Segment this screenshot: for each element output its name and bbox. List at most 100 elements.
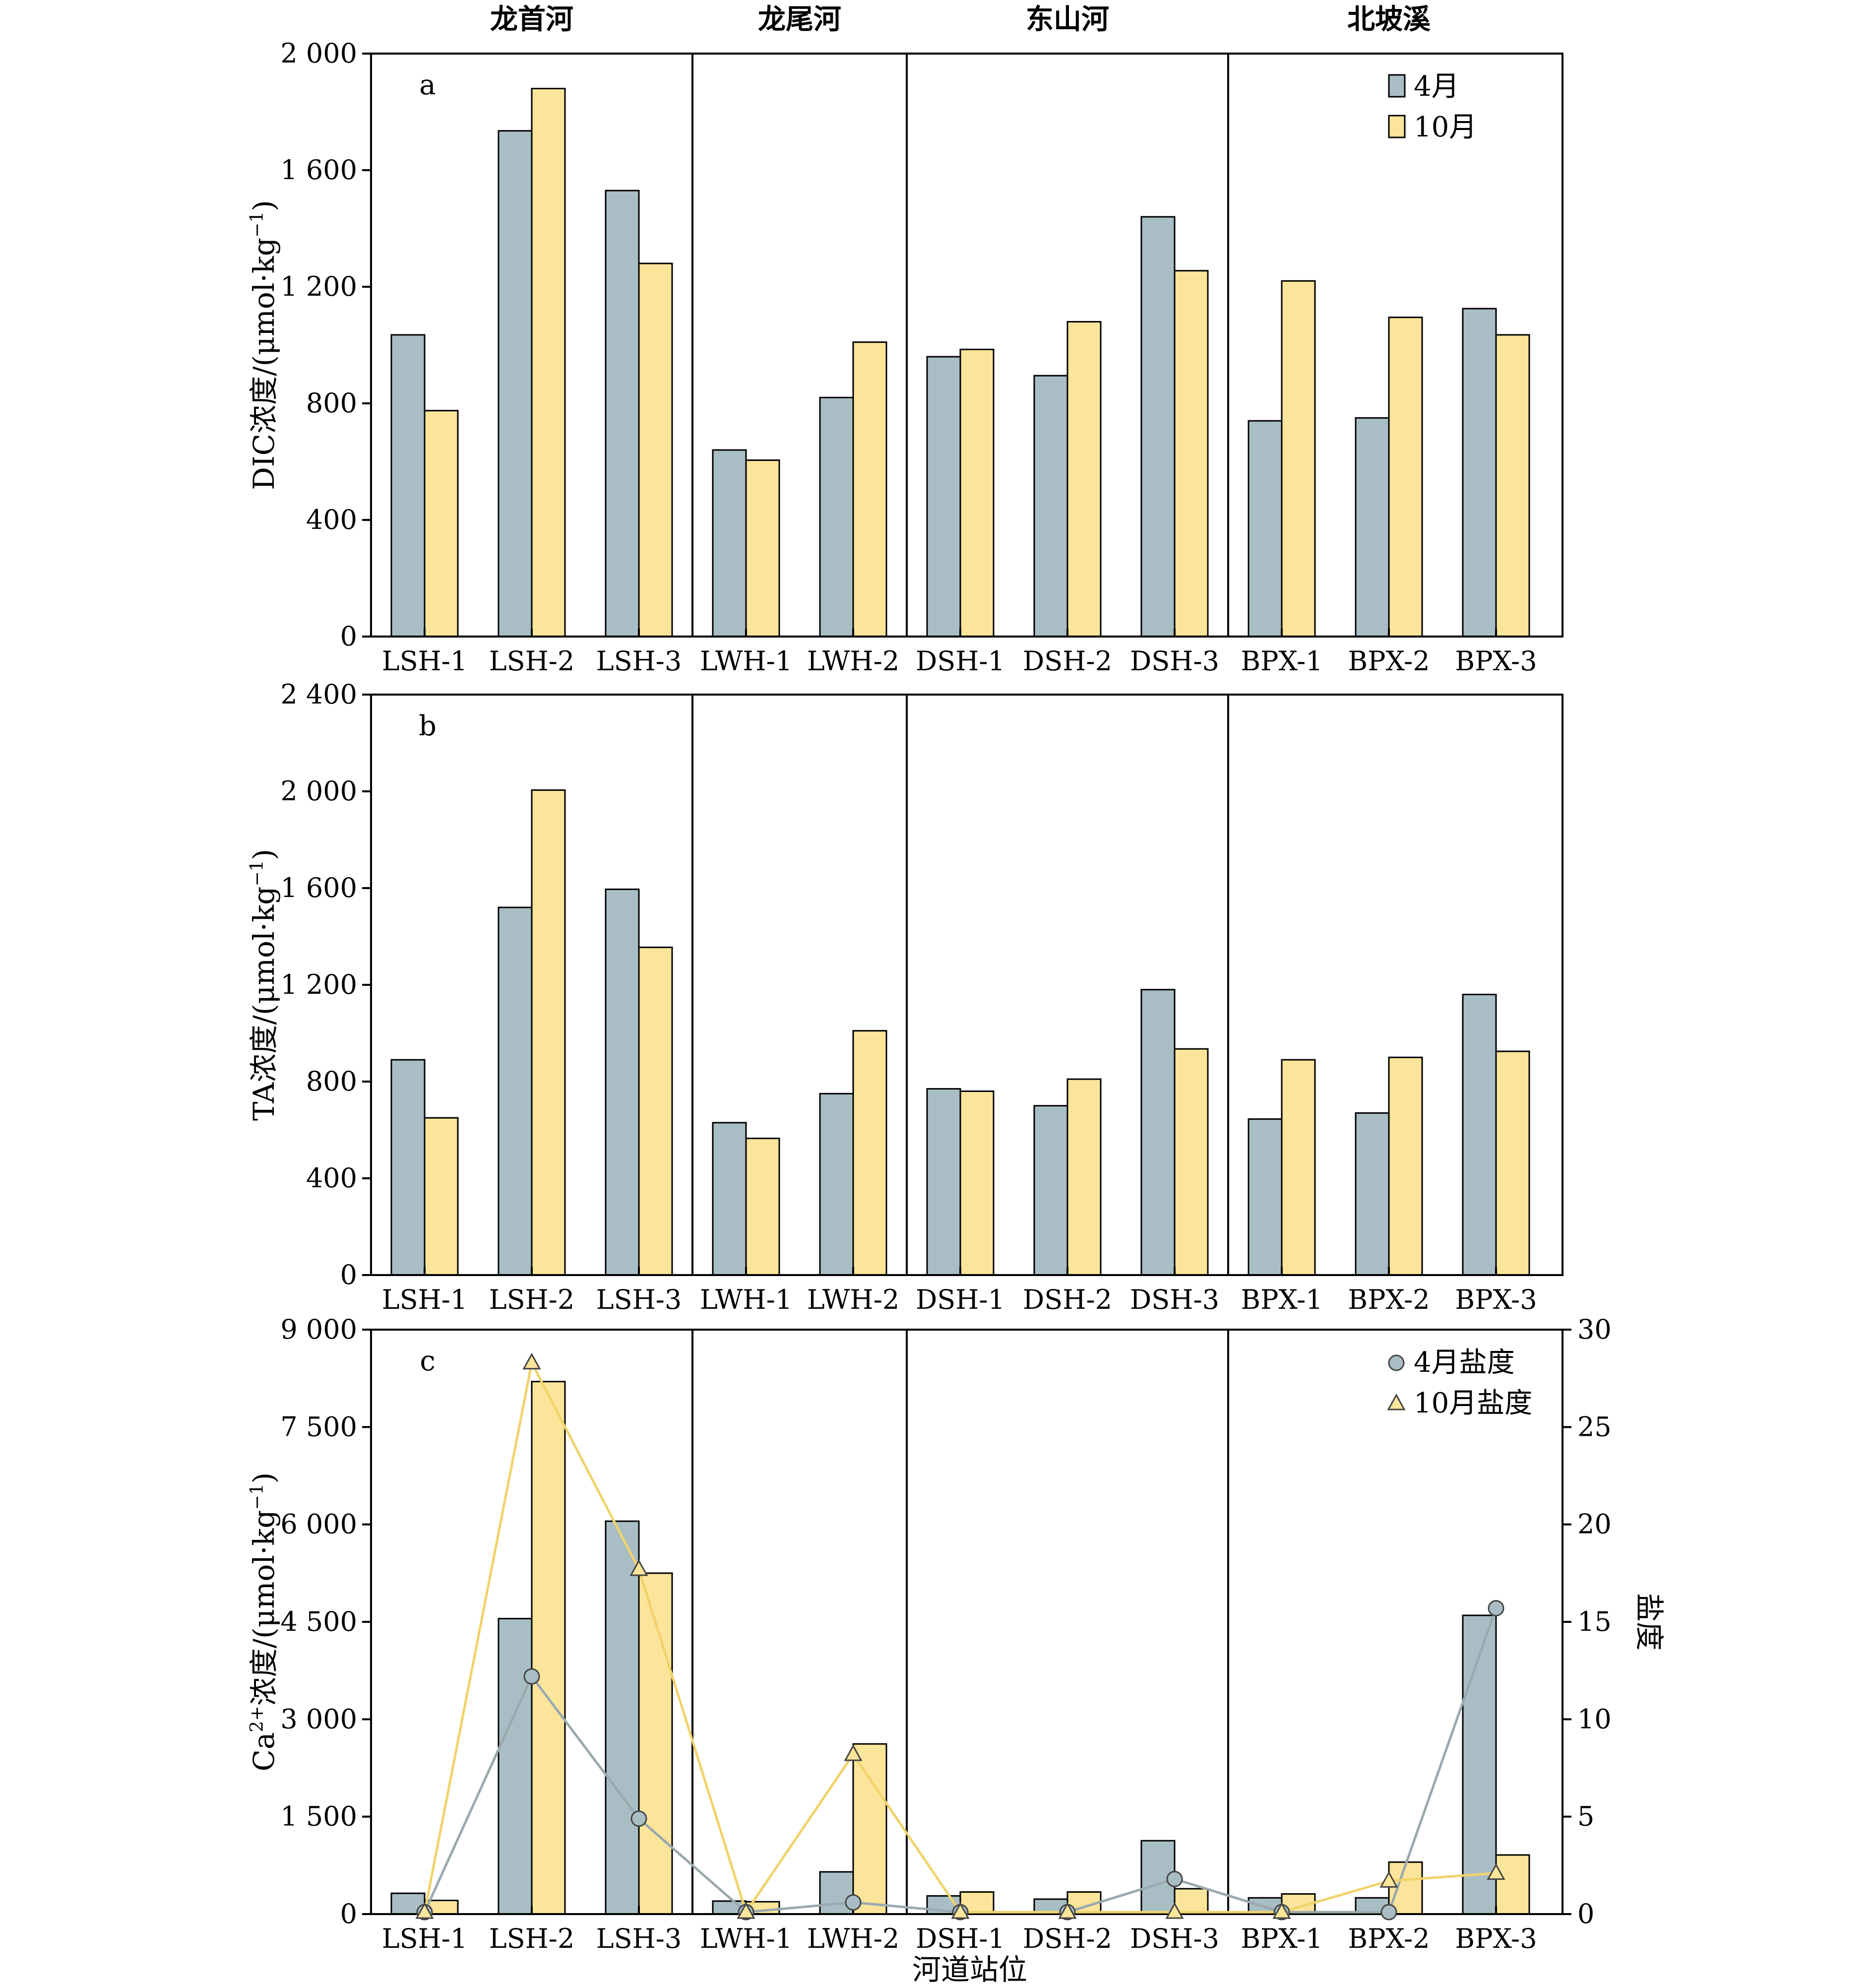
bar-b-s0-DSH-2: [1033, 1105, 1068, 1276]
y2-tick-label-3: 15: [1577, 1606, 1612, 1637]
x-tick-label-b-LWH-1: LWH-1: [700, 1284, 792, 1315]
salinity-line-0: [423, 1607, 1498, 1914]
bar-a-s1-LSH-3: [638, 262, 673, 638]
group-label-0: 龙首河: [490, 3, 573, 36]
y-tick-label-b-4: 1 600: [280, 872, 357, 903]
y-title-part: Ca: [247, 1732, 281, 1771]
legend-label-1: 10月盐度: [1414, 1387, 1532, 1419]
panel-letter-c: c: [420, 1345, 435, 1377]
bar-b-s0-LSH-1: [390, 1059, 426, 1276]
bar-a-s0-LWH-1: [712, 449, 747, 638]
panel-b-ta: 0 400 800 1 200 1 600 2 000 2 400 LSH-1 LSH-2 LSH…: [247, 679, 1563, 1315]
x-tick-label-b-LWH-2: LWH-2: [807, 1284, 899, 1315]
bar-b-s1-DSH-1: [959, 1090, 995, 1276]
x-tick-label-b-BPX-2: BPX-2: [1348, 1284, 1430, 1315]
x-tick-label-a-LSH-2: LSH-2: [489, 645, 575, 677]
bar-c-s0-LSH-3: [605, 1520, 640, 1915]
x-tick-label-a-LSH-3: LSH-3: [596, 645, 682, 677]
salinity-line-1: [423, 1359, 1497, 1915]
x-tick-label-b-BPX-3: BPX-3: [1455, 1284, 1537, 1315]
y-title-sup: −1: [247, 1483, 267, 1510]
y2-tick-label-0: 0: [1577, 1898, 1594, 1929]
x-tick-label-a-LWH-1: LWH-1: [700, 645, 792, 677]
bar-c-s0-LSH-2: [498, 1617, 533, 1915]
x-tick-label-c-LSH-2: LSH-2: [489, 1923, 575, 1954]
y-title-part: ): [247, 1473, 281, 1484]
salinity-point-apr-LWH-2: [845, 1894, 862, 1911]
bar-a-s1-DSH-1: [959, 348, 995, 638]
bar-a-s1-LSH-2: [531, 88, 566, 638]
y-tick-label-c-0: 0: [340, 1898, 357, 1929]
salinity-point-apr-DSH-3: [1166, 1870, 1183, 1887]
y-tick-label-b-5: 2 000: [280, 775, 357, 807]
bar-a-s1-LWH-1: [745, 459, 780, 638]
bar-b-s1-LWH-2: [852, 1030, 887, 1276]
x-tick-label-a-DSH-3: DSH-3: [1130, 645, 1219, 677]
bar-b-s1-LSH-1: [424, 1117, 459, 1276]
x-tick-label-a-BPX-2: BPX-2: [1348, 645, 1430, 677]
bar-a-s1-DSH-3: [1174, 270, 1209, 638]
y-title-part: ): [247, 200, 281, 211]
bar-b-s0-BPX-1: [1248, 1118, 1283, 1276]
bar-a-s1-BPX-1: [1281, 280, 1316, 638]
legend-label-0: 4月: [1414, 70, 1459, 103]
bar-b-s1-DSH-2: [1066, 1078, 1102, 1276]
bar-b-s0-LWH-1: [712, 1122, 747, 1276]
y-tick-label-c-2: 3 000: [280, 1703, 357, 1734]
x-tick-label-a-DSH-2: DSH-2: [1023, 645, 1112, 677]
y-tick-label-c-6: 9 000: [280, 1314, 357, 1345]
salinity-point-apr-BPX-2: [1380, 1904, 1397, 1921]
y-tick-label-b-3: 1 200: [280, 969, 357, 1000]
bar-a-s1-LSH-1: [424, 410, 459, 638]
x-tick-label-c-BPX-2: BPX-2: [1348, 1923, 1430, 1954]
y-axis-title-c: Ca2+浓度/(μmol·kg−1): [247, 1473, 281, 1772]
y-tick-label-b-1: 400: [306, 1162, 357, 1194]
y2-tick-label-2: 10: [1577, 1703, 1612, 1734]
bar-c-s1-DSH-3: [1174, 1888, 1209, 1915]
bar-b-s1-BPX-1: [1281, 1059, 1316, 1276]
bar-c-s0-BPX-3: [1462, 1614, 1497, 1915]
bar-a-s1-LWH-2: [852, 341, 887, 638]
bar-b-s1-LWH-1: [745, 1138, 780, 1276]
bar-a-s0-DSH-2: [1033, 375, 1068, 638]
x-tick-label-c-BPX-1: BPX-1: [1241, 1923, 1322, 1954]
x-tick-label-a-LSH-1: LSH-1: [382, 645, 468, 677]
y2-axis-title: 盐度: [1632, 1593, 1666, 1651]
y-title-sup: −1: [247, 211, 267, 238]
x-tick-label-a-DSH-1: DSH-1: [916, 645, 1005, 677]
panel-a-dic: 0 400 800 1 200 1 600 2 000 LSH-1 LSH-2 LSH-3 LWH…: [247, 38, 1563, 677]
x-axis-title: 河道站位: [912, 1953, 1027, 1987]
x-tick-label-c-LWH-2: LWH-2: [807, 1923, 899, 1954]
bar-a-s0-DSH-1: [926, 356, 961, 638]
bar-b-s0-DSH-1: [926, 1088, 961, 1276]
legend-marker-oct-salinity: [1387, 1393, 1406, 1411]
x-tick-label-b-LSH-3: LSH-3: [596, 1284, 682, 1315]
salinity-point-oct-DSH-2: [1058, 1902, 1077, 1919]
bar-a-s0-LSH-3: [605, 190, 640, 638]
panel-letter-b: b: [419, 710, 437, 742]
legend-swatch-1: [1388, 115, 1406, 138]
y2-tick-label-4: 20: [1577, 1509, 1612, 1540]
bar-b-s1-BPX-3: [1495, 1050, 1530, 1276]
x-tick-label-a-BPX-1: BPX-1: [1241, 645, 1322, 677]
river-group-labels: 龙首河 龙尾河 东山河 北坡溪: [490, 3, 1431, 36]
bar-b-s0-LSH-3: [605, 888, 640, 1276]
bar-b-s0-LWH-2: [819, 1092, 854, 1276]
salinity-point-oct-DSH-1: [951, 1902, 970, 1919]
bar-a-s0-LSH-1: [390, 334, 426, 638]
bar-b-s1-LSH-2: [531, 789, 566, 1276]
y-title-part: ): [247, 849, 281, 860]
bar-b-s1-BPX-2: [1388, 1056, 1423, 1276]
salinity-point-apr-LSH-3: [630, 1810, 647, 1827]
bar-c-s1-LSH-3: [638, 1572, 673, 1915]
salinity-point-apr-LSH-2: [523, 1668, 540, 1685]
group-label-3: 北坡溪: [1347, 3, 1431, 36]
plot-frame-a: [370, 53, 1563, 638]
y-title-part: DIC浓度/(μmol·kg: [247, 238, 281, 490]
x-tick-label-c-BPX-3: BPX-3: [1455, 1923, 1537, 1954]
y-axis-title-b: TA浓度/(μmol·kg−1): [247, 849, 281, 1121]
x-tick-label-c-LSH-1: LSH-1: [382, 1923, 468, 1954]
x-tick-label-c-DSH-2: DSH-2: [1023, 1923, 1112, 1954]
bar-b-s0-LSH-2: [498, 906, 533, 1276]
